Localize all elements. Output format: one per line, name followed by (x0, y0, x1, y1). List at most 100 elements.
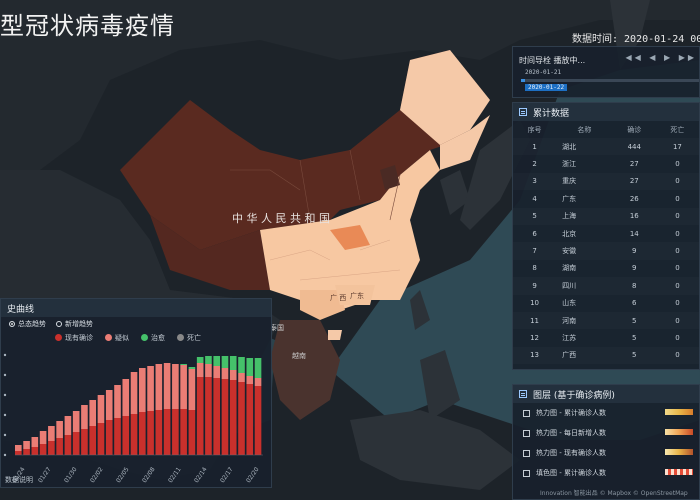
province-hubei[interactable] (330, 225, 370, 250)
bar-confirmed[interactable] (130, 414, 138, 455)
col-death[interactable]: 死亡 (670, 125, 685, 134)
bar-suspected[interactable] (229, 370, 237, 380)
bar-suspected[interactable] (205, 364, 212, 377)
province-beijing[interactable] (380, 165, 400, 190)
layer-item[interactable]: 填色图 - 累计确诊人数 (513, 463, 699, 483)
bar-confirmed[interactable] (39, 444, 47, 455)
bar-confirmed[interactable] (81, 429, 88, 455)
table-row[interactable]: 12 江苏 5 0 (513, 329, 699, 346)
table-row[interactable]: 13 广西 5 0 (513, 347, 699, 364)
province-west[interactable] (120, 50, 480, 250)
bar-confirmed[interactable] (147, 411, 154, 455)
bar-suspected[interactable] (122, 379, 130, 416)
bar-confirmed[interactable] (89, 426, 97, 455)
tab-new-trend[interactable]: 新增趋势 (56, 319, 93, 329)
bar-suspected[interactable] (238, 373, 245, 382)
layer-checkbox[interactable] (523, 409, 530, 417)
province-hainan[interactable] (328, 330, 342, 340)
bar-confirmed[interactable] (122, 416, 130, 455)
bar-confirmed[interactable] (172, 409, 179, 455)
bar-suspected[interactable] (114, 385, 121, 418)
bar-suspected[interactable] (56, 421, 63, 438)
province-jilin[interactable] (440, 115, 490, 170)
table-row[interactable]: 1 湖北 444 17 (513, 138, 699, 155)
playback-controls[interactable]: ◀◀ ◀ ▶ ▶▶ (625, 53, 697, 62)
layer-checkbox[interactable] (523, 449, 530, 457)
bar-suspected[interactable] (89, 400, 97, 426)
col-confirmed[interactable]: 确诊 (627, 125, 642, 134)
bar-suspected[interactable] (155, 364, 163, 410)
bar-confirmed[interactable] (72, 432, 80, 455)
bar-suspected[interactable] (15, 445, 22, 451)
table-row[interactable]: 5 上海 16 0 (513, 208, 699, 225)
province-guangdong[interactable] (335, 285, 375, 305)
tab-total-trend[interactable]: 总态趋势 (9, 319, 46, 329)
bar-suspected[interactable] (180, 365, 187, 409)
bar-confirmed[interactable] (23, 449, 30, 455)
table-row[interactable]: 9 四川 8 0 (513, 277, 699, 294)
bar-suspected[interactable] (97, 395, 105, 423)
bar-suspected[interactable] (23, 441, 30, 449)
province-tibet[interactable] (150, 215, 270, 290)
bar-confirmed[interactable] (213, 378, 221, 455)
bar-cured[interactable] (213, 356, 221, 366)
bar-suspected[interactable] (221, 368, 229, 379)
bar-cured[interactable] (221, 356, 229, 368)
bar-confirmed[interactable] (155, 410, 163, 455)
bar-suspected[interactable] (139, 368, 146, 412)
bar-cured[interactable] (196, 357, 204, 363)
bar-confirmed[interactable] (163, 409, 171, 455)
bar-cured[interactable] (205, 356, 212, 364)
table-row[interactable]: 8 湖南 9 0 (513, 260, 699, 277)
legend-confirmed[interactable]: 现有确诊 (55, 333, 93, 343)
bar-suspected[interactable] (147, 366, 154, 411)
layer-item[interactable]: 热力图 - 每日新增人数 (513, 423, 699, 443)
bar-cured[interactable] (254, 358, 262, 378)
table-row[interactable]: 6 北京 14 0 (513, 225, 699, 242)
bar-cured[interactable] (180, 364, 187, 365)
bar-suspected[interactable] (64, 416, 72, 435)
layer-checkbox[interactable] (523, 429, 530, 437)
bar-suspected[interactable] (172, 364, 179, 409)
bar-confirmed[interactable] (180, 409, 187, 455)
timeline-current-date[interactable]: 2020-01-22 (525, 84, 568, 91)
bar-confirmed[interactable] (246, 384, 254, 455)
layer-item[interactable]: 热力图 - 现有确诊人数 (513, 443, 699, 463)
bar-confirmed[interactable] (56, 438, 63, 455)
table-row[interactable]: 11 河南 5 0 (513, 312, 699, 329)
bar-cured[interactable] (229, 356, 237, 370)
bar-confirmed[interactable] (105, 420, 113, 455)
bar-confirmed[interactable] (114, 418, 121, 455)
legend-death[interactable]: 死亡 (177, 333, 201, 343)
bar-suspected[interactable] (254, 378, 262, 386)
bar-confirmed[interactable] (229, 380, 237, 455)
legend-suspected[interactable]: 疑似 (105, 333, 129, 343)
bar-confirmed[interactable] (205, 377, 212, 455)
bar-cured[interactable] (246, 358, 254, 376)
bar-suspected[interactable] (81, 405, 88, 429)
table-row[interactable]: 2 浙江 27 0 (513, 155, 699, 172)
province-heilongjiang[interactable] (400, 50, 490, 145)
bar-confirmed[interactable] (221, 379, 229, 455)
bar-suspected[interactable] (39, 431, 47, 444)
bar-confirmed[interactable] (15, 451, 22, 455)
bar-suspected[interactable] (105, 390, 113, 420)
bar-suspected[interactable] (196, 363, 204, 377)
col-name[interactable]: 名称 (577, 125, 592, 134)
table-row[interactable]: 10 山东 6 0 (513, 295, 699, 312)
province-guangxi[interactable] (300, 290, 345, 320)
bar-confirmed[interactable] (64, 435, 72, 455)
legend-cured[interactable]: 治愈 (141, 333, 165, 343)
bar-confirmed[interactable] (254, 386, 262, 455)
bar-cured[interactable] (188, 367, 196, 369)
col-index[interactable]: 序号 (527, 125, 542, 134)
table-row[interactable]: 3 重庆 27 0 (513, 173, 699, 190)
bar-confirmed[interactable] (196, 377, 204, 455)
table-row[interactable]: 4 广东 26 0 (513, 190, 699, 207)
data-note-link[interactable]: 数据说明 (5, 476, 33, 484)
bar-confirmed[interactable] (139, 412, 146, 455)
bar-suspected[interactable] (163, 363, 171, 409)
table-row[interactable]: 7 安徽 9 0 (513, 242, 699, 259)
bar-suspected[interactable] (72, 411, 80, 432)
timeline-track[interactable] (521, 79, 699, 82)
